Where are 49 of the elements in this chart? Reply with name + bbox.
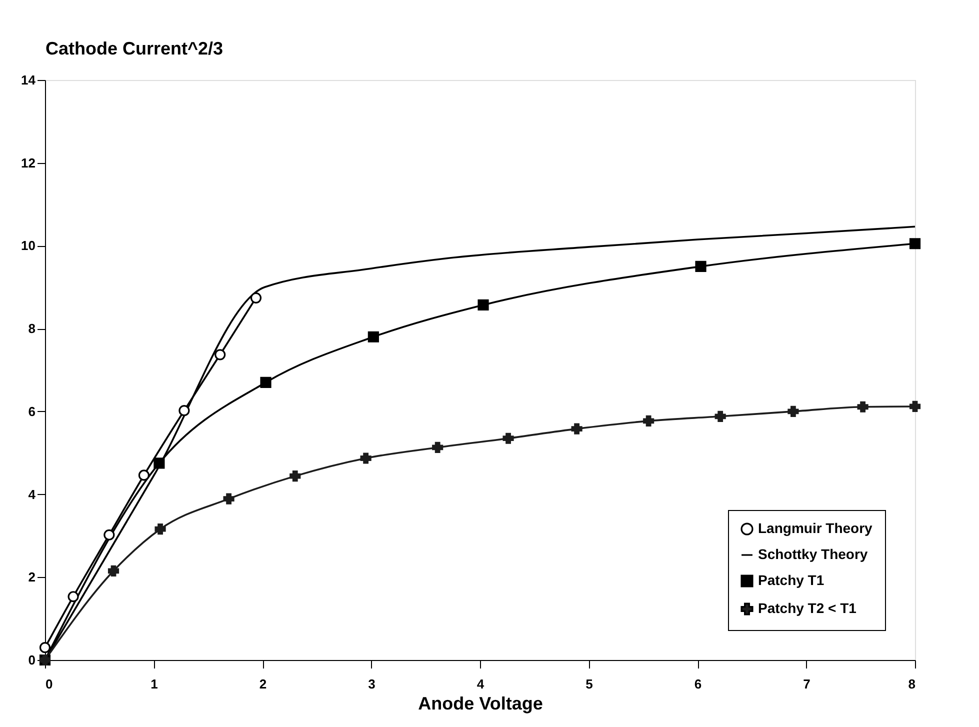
point — [108, 565, 120, 576]
x-tick-label: 5 — [586, 676, 593, 692]
x-tick-label: 3 — [368, 676, 376, 692]
point — [39, 642, 51, 654]
point — [154, 524, 166, 535]
point — [695, 260, 706, 272]
point — [857, 401, 868, 412]
point — [788, 406, 799, 417]
legend-label: Schottky Theory — [758, 546, 868, 562]
point — [478, 299, 489, 310]
point — [154, 458, 165, 469]
y-tick-label: 0 — [28, 652, 36, 668]
point — [260, 376, 272, 388]
point — [250, 292, 262, 304]
point — [104, 529, 115, 540]
point — [909, 400, 921, 412]
point — [909, 238, 921, 250]
point — [68, 591, 79, 602]
x-tick-label: 8 — [908, 676, 916, 692]
x-tick-label: 1 — [150, 676, 158, 692]
y-axis-title: Cathode Current^2/3 — [46, 38, 224, 58]
point — [223, 493, 234, 504]
y-tick-label: 12 — [21, 155, 36, 170]
point — [368, 331, 379, 342]
y-tick-label: 8 — [28, 321, 36, 336]
x-tick-label: 6 — [694, 676, 702, 692]
y-tick-label: 6 — [28, 404, 36, 419]
point — [571, 423, 582, 434]
y-tick-label: 10 — [21, 238, 36, 254]
x-tick-label: 4 — [476, 676, 485, 692]
point — [214, 349, 226, 360]
legend-label: Patchy T2 < T1 — [758, 600, 857, 616]
x-tick-label: 2 — [259, 676, 267, 692]
point — [360, 452, 372, 464]
legend-label: Langmuir Theory — [758, 520, 873, 536]
point — [138, 470, 150, 481]
x-tick-label: 7 — [803, 676, 810, 692]
point — [178, 405, 190, 416]
y-tick-label: 4 — [28, 486, 36, 502]
point — [714, 410, 726, 422]
x-tick-label: 0 — [46, 676, 53, 692]
x-axis-title: Anode Voltage — [418, 694, 543, 714]
legend-label: Patchy T1 — [758, 572, 824, 588]
y-tick-label: 2 — [28, 570, 36, 585]
y-tick-label: 14 — [21, 72, 36, 88]
point — [290, 470, 301, 482]
point — [502, 432, 514, 444]
point — [432, 442, 444, 454]
point — [643, 415, 654, 426]
